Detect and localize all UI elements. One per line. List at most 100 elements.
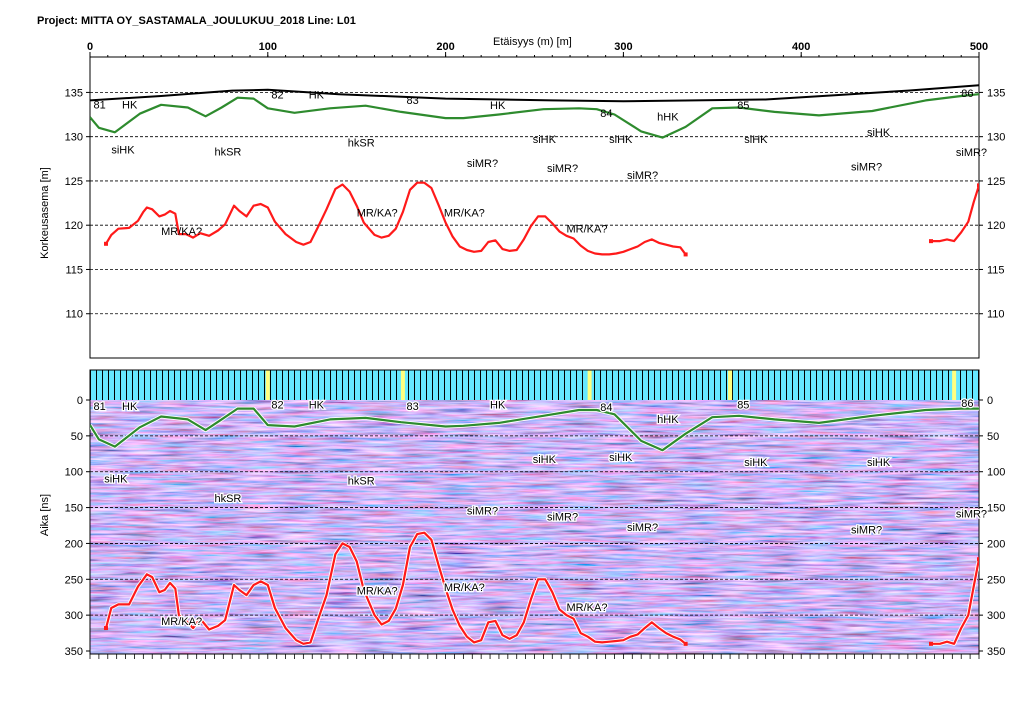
annotation-label: hkSR — [348, 137, 375, 149]
elevation-bedrock_interp_a-endpoint — [683, 252, 688, 257]
y-tick-label-right: 0 — [987, 395, 993, 407]
annotation-label: MR/KA? — [444, 582, 485, 594]
elevation-series-layer — [90, 84, 979, 257]
y-tick-label-right: 110 — [987, 309, 1005, 321]
elevation-panel: 81 HK 82 HK 83 HK 84 hHK 85 86 siHK hkSR hkSR siMR? si… — [39, 41, 1005, 359]
annotation-label: siMR? — [467, 506, 498, 518]
annotation-label: hkSR — [214, 146, 241, 158]
y-tick-label-right: 250 — [987, 574, 1005, 586]
y-tick-label: 130 — [65, 132, 83, 144]
annotation-label: siHK — [533, 454, 557, 466]
annotation-label: 85 — [737, 100, 749, 112]
annotation-label: siMR? — [467, 158, 498, 170]
radar-gridlines — [90, 435, 979, 616]
annotation-label: siMR? — [956, 147, 987, 159]
annotation-label: siHK — [744, 457, 768, 469]
annotation-label: 86 — [961, 398, 973, 410]
y-tick-label: 135 — [65, 87, 83, 99]
annotation-label: 86 — [961, 88, 973, 100]
annotation-label: 81 — [94, 99, 106, 111]
annotation-label: HK — [490, 400, 506, 412]
elevation-gridlines — [90, 92, 979, 315]
annotation-label: hkSR — [348, 476, 375, 488]
annotation-label: siHK — [609, 452, 633, 464]
elevation-bedrock_interp_a-line — [105, 181, 687, 256]
y-tick-label: 125 — [65, 176, 83, 188]
annotation-label: 82 — [271, 400, 283, 412]
y-tick-label: 350 — [65, 646, 83, 658]
annotation-label: siHK — [104, 473, 128, 485]
annotation-label: 83 — [406, 401, 418, 413]
radar-bedrock_interp_b-endpoint — [928, 641, 933, 646]
y-tick-label-right: 115 — [987, 264, 1005, 276]
annotation-label: HK — [122, 99, 138, 111]
x-tick-label: 500 — [970, 41, 988, 53]
elevation-bedrock_interp_b-endpoint — [977, 183, 979, 188]
x-tick-label: 200 — [436, 41, 454, 53]
elevation-y-axis-title: Korkeusasema [m] — [39, 167, 51, 259]
annotation-label: siMR? — [547, 163, 578, 175]
x-tick-label: 400 — [792, 41, 810, 53]
x-axis-title: Etäisyys (m) [m] — [493, 36, 572, 48]
y-tick-label-right: 100 — [987, 467, 1005, 479]
annotation-label: MR/KA? — [567, 223, 608, 235]
radar-bedrock_interp_b-endpoint — [977, 557, 979, 562]
radar-bedrock_top-line — [90, 407, 979, 452]
annotation-label: MR/KA? — [357, 585, 398, 597]
radar-bedrock_interp_b-line — [931, 558, 979, 645]
annotation-label: 84 — [600, 402, 612, 414]
annotation-label: MR/KA? — [161, 226, 202, 238]
project-title: Project: MITTA OY_SASTAMALA_JOULUKUU_201… — [37, 15, 356, 27]
annotation-label: siMR? — [851, 524, 882, 536]
radar-panel: 81 HK 82 HK 83 HK 84 hHK 85 86 siHK hkSR hkSR siMR? si… — [39, 369, 1005, 659]
elevation-bedrock_interp_a-endpoint — [104, 241, 109, 246]
x-tick-label: 0 — [87, 41, 93, 53]
annotation-label: hkSR — [214, 493, 241, 505]
radar-annotations: 81 HK 82 HK 83 HK 84 hHK 85 86 siHK hkSR hkSR siMR? si… — [92, 397, 988, 630]
y-tick-label: 120 — [65, 220, 83, 232]
annotation-label: MR/KA? — [567, 602, 608, 614]
annotation-label: MR/KA? — [444, 207, 485, 219]
y-tick-label-right: 200 — [987, 538, 1005, 550]
annotation-label: HK — [490, 100, 506, 112]
annotation-label: siHK — [744, 134, 768, 146]
annotation-label: HK — [122, 401, 138, 413]
annotation-label: siMR? — [547, 511, 578, 523]
y-tick-label-right: 300 — [987, 610, 1005, 622]
marker-highlight — [587, 370, 592, 400]
y-tick-label: 115 — [65, 264, 83, 276]
elevation-bedrock_top-line — [90, 93, 979, 139]
annotation-label: 83 — [406, 95, 418, 107]
annotation-label: siMR? — [627, 170, 658, 182]
annotation-label: siHK — [609, 134, 633, 146]
y-tick-label-right: 350 — [987, 646, 1005, 658]
elevation-annotations: 81 HK 82 HK 83 HK 84 hHK 85 86 siHK hkSR hkSR siMR? si… — [94, 88, 988, 238]
marker-highlight — [952, 370, 957, 400]
elevation-bedrock_interp_b-endpoint — [928, 239, 933, 244]
x-tick-label: 300 — [614, 41, 632, 53]
radar-marker-highlights — [265, 370, 957, 400]
y-tick-label: 150 — [65, 503, 83, 515]
annotation-label: 84 — [600, 108, 612, 120]
y-tick-label: 250 — [65, 574, 83, 586]
annotation-label: siHK — [533, 134, 557, 146]
x-tick-label: 100 — [259, 41, 277, 53]
radar-axes: 0 0 50 50 100 100 150 150 200 200 250 250 300 300 350 3… — [65, 395, 1005, 659]
annotation-label: siMR? — [851, 161, 882, 173]
y-tick-label: 110 — [65, 309, 83, 321]
annotation-label: 82 — [271, 90, 283, 102]
marker-highlight — [728, 370, 733, 400]
radargram-image — [90, 400, 979, 654]
y-tick-label-right: 150 — [987, 503, 1005, 515]
annotation-label: MR/KA? — [161, 616, 202, 628]
radar-bedrock_interp_a-endpoint — [683, 641, 688, 646]
y-tick-label-right: 125 — [987, 176, 1005, 188]
y-tick-label-right: 130 — [987, 132, 1005, 144]
annotation-label: HK — [309, 90, 325, 102]
elevation-surface-line — [90, 84, 979, 103]
annotation-label: HK — [309, 400, 325, 412]
radar-series-layer — [90, 406, 979, 646]
radar-bedrock_interp_a-endpoint — [104, 626, 109, 631]
annotation-label: MR/KA? — [357, 207, 398, 219]
